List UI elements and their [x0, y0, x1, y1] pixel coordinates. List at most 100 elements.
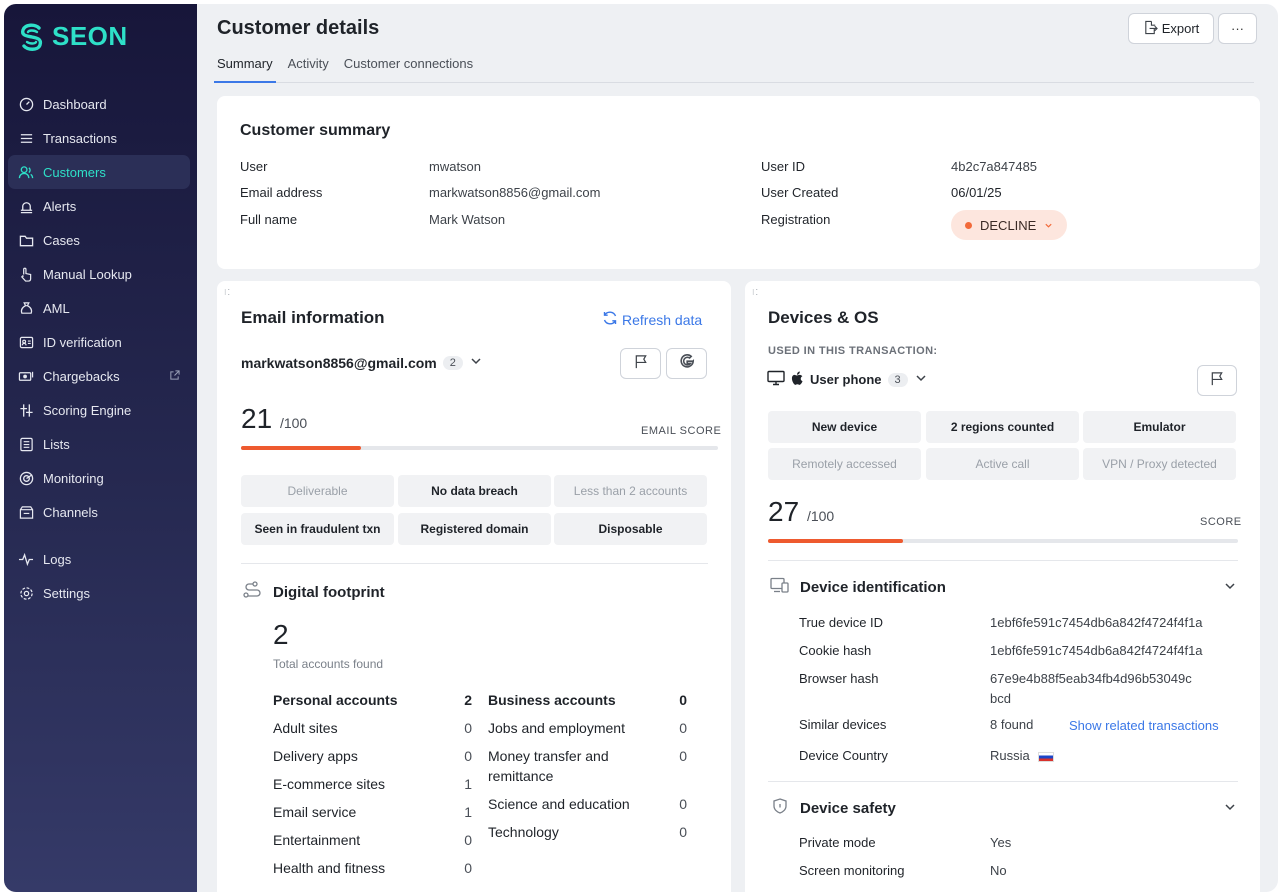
google-button[interactable]: [666, 348, 707, 379]
true-device-id-label: True device ID: [799, 615, 884, 630]
apple-icon: [791, 371, 804, 389]
delivery-apps-value: 0: [464, 748, 472, 764]
sidebar-item-lists[interactable]: Lists: [8, 427, 190, 461]
google-icon: [679, 353, 695, 374]
sidebar-item-cases[interactable]: Cases: [8, 223, 190, 257]
sidebar-item-aml[interactable]: AML: [8, 291, 190, 325]
sidebar-item-chargebacks[interactable]: Chargebacks: [8, 359, 190, 393]
email-service-label: Email service: [273, 804, 357, 820]
flag-button[interactable]: [620, 348, 661, 379]
tag-active-call: Active call: [926, 448, 1079, 480]
russia-flag-icon: [1037, 751, 1054, 762]
email-score-bar: [241, 446, 718, 450]
device-score-value: 27: [768, 496, 800, 527]
device-selector[interactable]: User phone 3: [767, 370, 928, 389]
tab-customer-connections[interactable]: Customer connections: [343, 56, 474, 71]
user-id-value: 4b2c7a847485: [951, 159, 1038, 174]
tag-remotely-accessed: Remotely accessed: [768, 448, 921, 480]
sidebar-item-channels[interactable]: Channels: [8, 495, 190, 529]
drag-handle-icon[interactable]: ⁝⁚: [752, 288, 760, 297]
status-dot: [965, 221, 972, 229]
full-name-label: Full name: [240, 212, 298, 227]
sidebar-item-monitoring[interactable]: Monitoring: [8, 461, 190, 495]
email-address: markwatson8856@gmail.com: [241, 354, 437, 371]
device-identification-header[interactable]: Device identification: [770, 577, 946, 597]
seon-logo[interactable]: SEON: [18, 21, 128, 52]
chargeback-icon: [18, 368, 34, 384]
sidebar-item-logs[interactable]: Logs: [8, 542, 190, 576]
show-related-transactions-link[interactable]: Show related transactions: [1069, 718, 1219, 733]
tab-summary[interactable]: Summary: [214, 52, 276, 83]
export-button[interactable]: Export: [1128, 13, 1214, 44]
money-transfer-label: Money transfer and: [488, 748, 609, 764]
browser-hash-value-line2: bcd: [990, 691, 1011, 706]
folder-icon: [18, 232, 34, 248]
entertainment-value: 0: [464, 832, 472, 848]
email-service-value: 1: [464, 804, 472, 820]
sidebar-item-manual-lookup[interactable]: Manual Lookup: [8, 257, 190, 291]
email-score-fill: [241, 446, 362, 450]
personal-accounts-label: Personal accounts: [273, 692, 398, 708]
device-score-max: /100: [806, 508, 835, 524]
desktop-icon: [767, 370, 785, 389]
sidebar-item-label: Lists: [43, 436, 70, 452]
registration-status-value: DECLINE: [980, 217, 1037, 233]
channels-icon: [18, 504, 34, 520]
screen-monitoring-value: No: [990, 863, 1007, 878]
main-content: Customer details Export ··· Summary Acti…: [197, 4, 1278, 892]
sidebar-item-label: Cases: [43, 232, 80, 248]
drag-handle-icon[interactable]: ⁝⁚: [224, 288, 232, 297]
shield-icon: [770, 798, 790, 818]
email-selector[interactable]: markwatson8856@gmail.com 2: [241, 354, 483, 371]
business-accounts-label: Business accounts: [488, 692, 616, 708]
device-score-label: SCORE: [1200, 516, 1242, 528]
brand-name: SEON: [52, 21, 128, 51]
more-options-button[interactable]: ···: [1218, 13, 1257, 44]
sidebar-item-customers[interactable]: Customers: [8, 155, 190, 189]
sidebar-item-label: Logs: [43, 551, 72, 567]
sidebar-item-label: Chargebacks: [43, 368, 120, 384]
device-country: Russia: [990, 748, 1054, 763]
sidebar-item-transactions[interactable]: Transactions: [8, 121, 190, 155]
private-mode-value: Yes: [990, 835, 1012, 850]
flag-icon: [634, 354, 648, 374]
nav-spacer: [8, 529, 190, 542]
registration-status-dropdown[interactable]: DECLINE: [951, 210, 1068, 240]
device-safety-title: Device safety: [800, 799, 896, 817]
chevron-down-icon[interactable]: [1223, 579, 1237, 598]
email-score-value: 21: [241, 403, 273, 434]
cookie-hash-value: 1ebf6fe591c7454db6a842f4724f4f1a: [990, 643, 1203, 658]
sidebar-item-label: Scoring Engine: [43, 402, 132, 418]
similar-devices-label: Similar devices: [799, 717, 887, 732]
delivery-apps-label: Delivery apps: [273, 748, 358, 764]
sidebar-item-alerts[interactable]: Alerts: [8, 189, 190, 223]
sidebar-item-dashboard[interactable]: Dashboard: [8, 87, 190, 121]
export-icon: [1143, 20, 1158, 38]
private-mode-label: Private mode: [799, 835, 876, 850]
user-id-label: User ID: [761, 159, 806, 174]
sidebar-item-label: Transactions: [43, 130, 117, 146]
id-card-icon: [18, 334, 34, 350]
sidebar-item-scoring-engine[interactable]: Scoring Engine: [8, 393, 190, 427]
chevron-down-icon[interactable]: [1223, 800, 1237, 819]
devices-os-title: Devices & OS: [768, 308, 879, 327]
section-divider: [768, 560, 1238, 561]
sidebar-item-settings[interactable]: Settings: [8, 576, 190, 610]
customer-summary-card: Customer summary User mwatson Email addr…: [217, 96, 1260, 269]
device-safety-header[interactable]: Device safety: [770, 798, 896, 818]
dashboard-icon: [18, 96, 34, 112]
device-identification-title: Device identification: [800, 578, 946, 596]
tag-deliverable: Deliverable: [241, 475, 394, 507]
device-country-value: Russia: [990, 748, 1030, 763]
flag-button[interactable]: [1197, 365, 1237, 396]
sidebar-item-label: Alerts: [43, 198, 77, 214]
tab-activity[interactable]: Activity: [287, 56, 329, 71]
cookie-hash-label: Cookie hash: [799, 643, 872, 658]
list-lines-icon: [18, 130, 34, 146]
gear-icon: [18, 585, 34, 601]
refresh-data-link[interactable]: Refresh data: [602, 310, 702, 329]
sidebar-item-id-verification[interactable]: ID verification: [8, 325, 190, 359]
true-device-id-value: 1ebf6fe591c7454db6a842f4724f4f1a: [990, 615, 1203, 630]
full-name-value: Mark Watson: [429, 212, 506, 227]
money-bag-icon: [18, 300, 34, 316]
